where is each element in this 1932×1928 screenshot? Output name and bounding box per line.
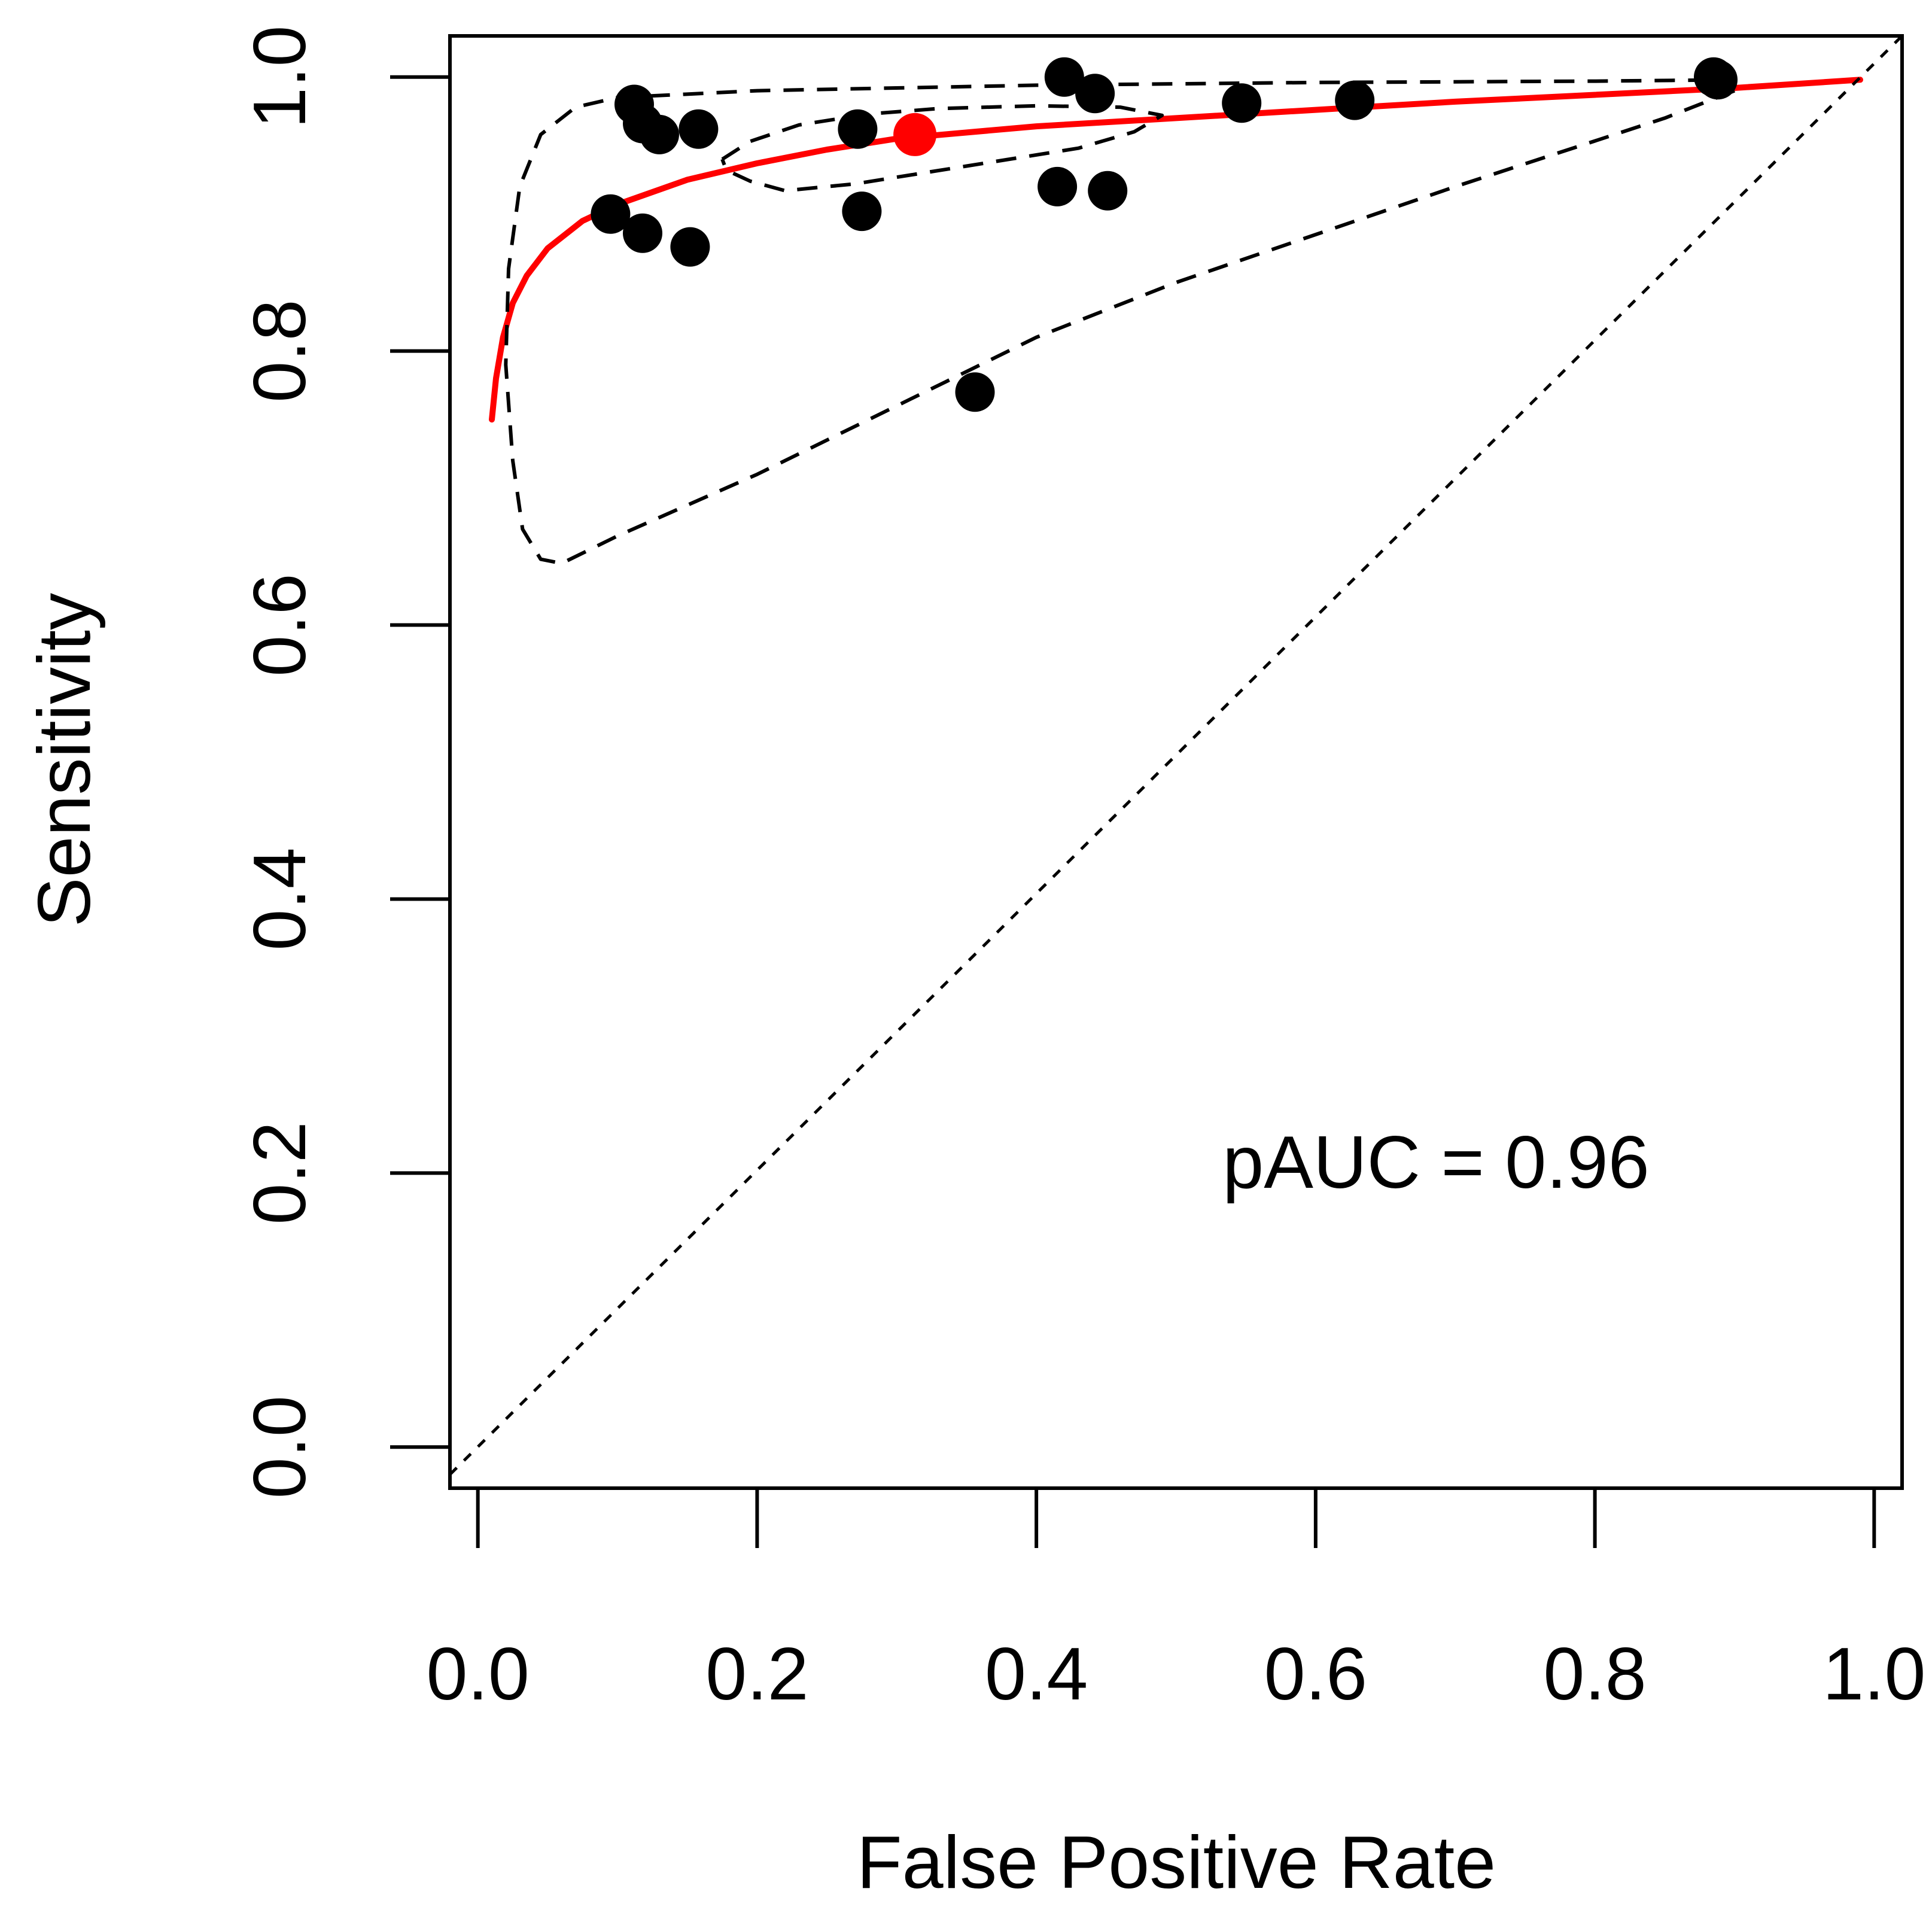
study-estimates-point [842,191,882,232]
series-lines [449,35,1903,1476]
x-tick-label: 0.0 [426,1633,529,1716]
study-estimates-point [1335,80,1375,120]
x-tick-label: 0.6 [1264,1633,1367,1716]
chance-line-line [449,35,1903,1476]
study-estimates-point [1044,57,1084,97]
y-tick-label: 0.8 [239,299,321,402]
summary-operating-point-point [893,112,937,156]
y-tick-label: 1.0 [239,25,321,128]
y-tick-label: 0.2 [239,1121,321,1224]
y-tick-label: 0.6 [239,573,321,676]
study-estimates-point [640,114,679,154]
study-estimates-point [670,227,710,267]
x-tick-label: 0.2 [705,1633,808,1716]
study-estimates-point [1222,83,1262,123]
study-estimates-point [1075,74,1115,114]
data-points [591,57,1738,412]
study-estimates-point [679,109,719,149]
study-estimates-point [623,213,662,253]
sroc-curve-line [489,77,1863,423]
prediction-region-line [504,78,1736,565]
study-estimates-point [1698,60,1738,100]
study-estimates-point [1038,166,1078,206]
confidence-region-line [720,104,1164,193]
study-estimates-point [591,194,631,234]
y-tick-label: 0.4 [239,847,321,950]
study-estimates-point [838,109,878,149]
x-axis: 0.0 0.2 0.4 0.6 0.8 1.0 [426,1486,1926,1716]
x-tick-label: 0.8 [1543,1633,1646,1716]
study-estimates-point [1088,171,1128,211]
y-axis: 0.0 0.2 0.4 0.6 0.8 1.0 [239,25,452,1499]
x-tick-label: 0.4 [985,1633,1088,1716]
pauc-annotation: pAUC = 0.96 [1222,1121,1649,1204]
x-tick-label: 1.0 [1823,1633,1925,1716]
x-axis-title: False Positive Rate [857,1821,1496,1904]
y-axis-title: Sensitivity [23,593,106,927]
y-tick-label: 0.0 [239,1395,321,1498]
study-estimates-point [955,372,995,412]
